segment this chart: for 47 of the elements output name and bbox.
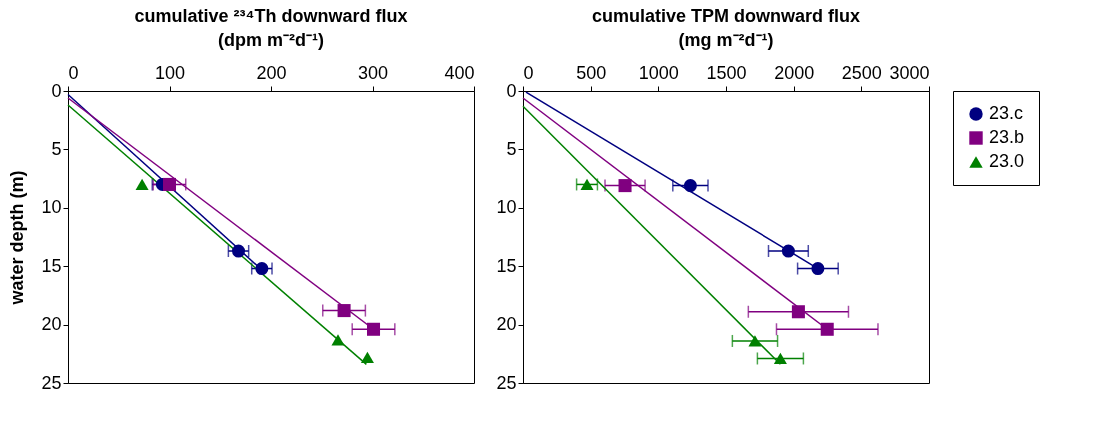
legend-label: 23.c <box>989 103 1024 123</box>
y-tick-label: 0 <box>51 80 62 101</box>
y-tick-label: 15 <box>41 255 62 276</box>
y-tick-label: 25 <box>41 372 62 393</box>
point <box>773 352 787 365</box>
y-tick-label: 5 <box>506 138 517 159</box>
point <box>232 244 246 258</box>
point <box>811 262 825 276</box>
point <box>748 335 762 347</box>
x-tick-label: 200 <box>256 62 287 83</box>
chart-title: cumulative TPM downward flux (mg m⁻²d⁻¹) <box>591 6 861 50</box>
point <box>791 305 805 319</box>
x-tick-label: 3000 <box>889 62 930 83</box>
point <box>162 177 177 191</box>
x-tick-label: 0 <box>523 62 534 83</box>
x-tick-label: 400 <box>444 62 475 83</box>
y-tick-label: 15 <box>496 255 517 276</box>
y-tick-label: 20 <box>41 314 62 335</box>
point <box>683 179 697 193</box>
x-tick-label: 1500 <box>706 62 747 83</box>
y-tick-label: 20 <box>496 314 517 335</box>
point <box>331 334 345 346</box>
legend-label: 23.b <box>989 127 1025 147</box>
point <box>781 244 795 258</box>
point <box>135 178 149 191</box>
x-tick-label: 100 <box>154 62 186 83</box>
x-tick-label: 500 <box>576 62 607 83</box>
y-tick-label: 25 <box>496 372 517 393</box>
point <box>337 304 351 318</box>
x-tick-label: 2000 <box>774 62 815 83</box>
x-tick-label: 2500 <box>841 62 882 83</box>
y-tick-label: 5 <box>51 138 62 159</box>
y-axis-title: water depth (m) <box>7 170 28 306</box>
y-tick-label: 0 <box>506 80 517 101</box>
point <box>820 322 834 336</box>
x-tick-label: 1000 <box>638 62 679 83</box>
point <box>360 351 374 363</box>
x-tick-label: 0 <box>68 62 79 83</box>
chart-title: cumulative ²³⁴Th downward flux (dpm m⁻²d⁻¹) <box>134 6 408 50</box>
y-tick-label: 10 <box>41 197 62 218</box>
point <box>255 262 269 276</box>
legend-label: 23.0 <box>989 151 1025 171</box>
y-tick-label: 10 <box>496 197 517 218</box>
point <box>367 322 381 336</box>
point <box>580 178 594 191</box>
point <box>618 179 632 193</box>
x-tick-label: 300 <box>357 62 389 83</box>
